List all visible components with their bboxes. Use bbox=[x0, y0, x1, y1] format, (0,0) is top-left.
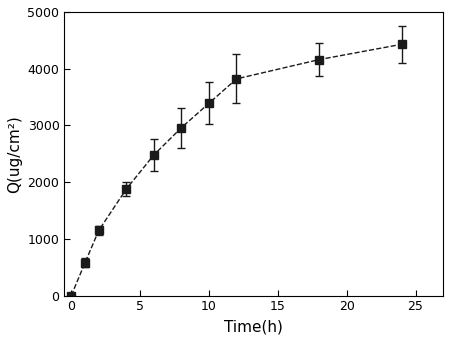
X-axis label: Time(h): Time(h) bbox=[224, 319, 283, 334]
Y-axis label: Q(ug/cm²): Q(ug/cm²) bbox=[7, 115, 22, 193]
